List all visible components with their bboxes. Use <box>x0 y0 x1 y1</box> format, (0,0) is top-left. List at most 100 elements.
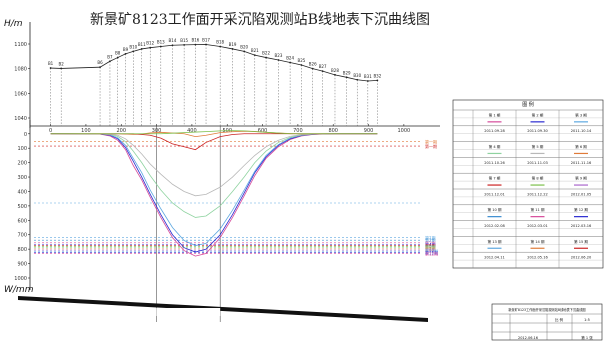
subsidence-axis: 0 100 200 300 400 500 600 700 800 900 1000 <box>14 120 31 290</box>
subsidence-tick-label: 600 <box>17 218 27 224</box>
station-label: B24 <box>286 56 294 61</box>
x-tick-label: 600 <box>258 128 268 134</box>
station-label: B29 <box>343 70 351 75</box>
station-label: B15 <box>180 38 188 43</box>
legend-cell: 2011.11.16 <box>571 161 592 165</box>
subsidence-tick-label: 200 <box>17 161 27 167</box>
station-label: B23 <box>275 53 283 58</box>
station-label: B11 <box>138 42 146 47</box>
station-drop-lines <box>50 44 378 322</box>
legend-cell: 第 9 期 <box>575 176 587 181</box>
station-label: B22 <box>262 51 270 56</box>
legend-cell: 2012.01.05 <box>571 192 592 196</box>
chart-title: 新景矿8123工作面开采沉陷观测站B线地表下沉曲线图 <box>90 12 430 28</box>
legend-cell: 2011.11.03 <box>527 161 548 165</box>
coal-seam-band <box>18 296 428 322</box>
station-point <box>124 52 127 55</box>
legend-cell: 第 10 期 <box>487 207 501 212</box>
elevation-tick-label: 1100 <box>14 42 27 48</box>
station-label: B19 <box>229 42 237 47</box>
station-point <box>300 64 303 66</box>
legend-cell: 2011.09.30 <box>527 129 548 133</box>
station-point <box>49 67 52 69</box>
station-label: B16 <box>192 38 200 43</box>
station-label: B30 <box>353 73 361 78</box>
subsidence-tick-label: 500 <box>17 204 27 210</box>
station-point <box>194 43 197 46</box>
station-label: B14 <box>169 38 177 43</box>
legend-table: 图 例第 1 期 第 2 期 第 3 期 2011.09.28 2011.09.30 20… <box>452 99 604 269</box>
station-label: B26 <box>309 62 317 67</box>
station-label: B18 <box>216 39 224 44</box>
reference-line-label: 第一期 <box>425 139 437 145</box>
coal-seam <box>18 296 428 322</box>
title-block-title: 新景矿8123工作面开采沉陷观测站B线地表下沉曲线图 <box>508 307 585 312</box>
x-tick-label: 400 <box>187 128 197 134</box>
legend-cell: 2011.10.14 <box>571 129 592 133</box>
x-tick-label: 800 <box>328 128 338 134</box>
reference-line-label: 第10期 <box>425 248 438 254</box>
legend-cell: 2012.02.08 <box>484 224 505 228</box>
station-label: B20 <box>240 44 248 49</box>
station-point <box>149 46 152 49</box>
station-point <box>277 59 280 61</box>
legend-cell: 第 7 期 <box>489 176 501 181</box>
station-point <box>366 80 369 82</box>
y-label-bottom: W/mm <box>4 285 34 295</box>
legend-cell: 第 8 期 <box>532 176 544 181</box>
station-label: B6 <box>97 60 103 65</box>
station-label: B12 <box>146 41 154 46</box>
title-block-sheet: 第 1 张 <box>581 335 593 340</box>
reference-line-label: 第8期 <box>425 246 436 252</box>
legend-cell: 2012.05.16 <box>527 256 548 260</box>
station-point <box>183 43 186 46</box>
station-label: B9 <box>123 47 129 52</box>
reference-lines: 第一期第一期第1期第2期第3期第4期第5期第6期第7期第8期第9期第10期第11… <box>34 139 438 256</box>
station-point <box>140 48 143 50</box>
station-label: B10 <box>129 44 137 49</box>
reference-line-label: 第3期 <box>425 240 436 246</box>
legend-cell: 第 14 期 <box>530 239 544 244</box>
legend-cell: 2012.03.16 <box>571 224 592 228</box>
station-point <box>116 56 119 59</box>
subsidence-tick-label: 900 <box>17 262 27 268</box>
station-point <box>132 50 135 53</box>
legend-cell: 2011.12.01 <box>484 192 505 196</box>
legend-title: 图 例 <box>522 101 534 108</box>
subsidence-series <box>50 130 378 257</box>
station-label: B21 <box>251 48 259 53</box>
legend-cell: 2012.03.01 <box>527 224 548 228</box>
legend-cell: 2011.10.26 <box>484 161 505 165</box>
station-point <box>356 78 359 81</box>
subsidence-tick-label: 400 <box>17 189 27 195</box>
legend-cell: 第 4 期 <box>489 144 501 149</box>
legend-cell: 2011.09.28 <box>484 129 505 133</box>
station-point <box>334 73 336 76</box>
station-point <box>253 54 256 56</box>
elevation-axis: 1040 1060 1080 1100 <box>14 22 31 128</box>
legend-cell: 第 1 期 <box>489 112 501 117</box>
reference-line-label: 第2期 <box>425 237 436 243</box>
station-point <box>219 45 222 48</box>
station-point <box>205 43 207 46</box>
station-point <box>171 44 174 47</box>
legend-cell: 第 15 期 <box>574 239 588 244</box>
station-label: B1 <box>48 61 54 66</box>
station-point <box>265 56 267 59</box>
station-label: B32 <box>373 73 381 78</box>
legend-cell: 第 6 期 <box>575 144 587 149</box>
subsidence-tick-label: 0 <box>24 132 27 138</box>
legend-cell: 2011.12.22 <box>527 192 548 196</box>
legend-cell: 第 3 期 <box>575 112 587 117</box>
x-tick-label: 200 <box>116 128 126 134</box>
station-point <box>60 67 63 70</box>
station-point <box>321 70 324 73</box>
legend-cell: 2012.06.20 <box>571 256 592 260</box>
subsidence-tick-label: 100 <box>17 146 27 152</box>
elevation-tick-label: 1080 <box>14 67 27 73</box>
title-block-scale-value: 1:5 <box>584 318 590 322</box>
subsidence-tick-label: 1000 <box>14 276 27 282</box>
y-label-top: H/m <box>4 19 23 29</box>
